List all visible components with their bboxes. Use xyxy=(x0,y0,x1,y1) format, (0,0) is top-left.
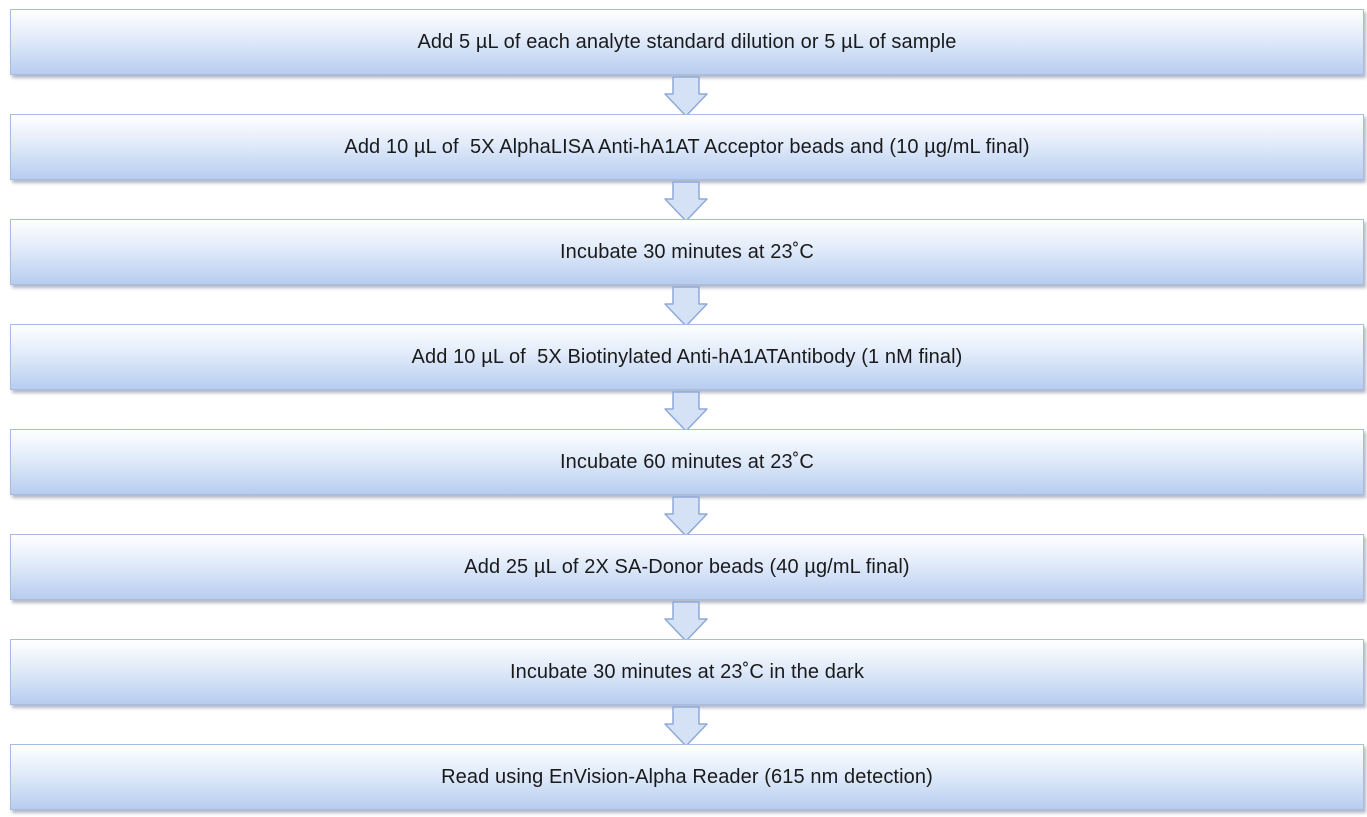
step-label-8: Read using EnVision-Alpha Reader (615 nm… xyxy=(441,765,933,788)
step-box-1: Add 5 µL of each analyte standard diluti… xyxy=(10,9,1364,75)
down-arrow-icon-4 xyxy=(664,391,708,432)
down-arrow-icon-5 xyxy=(664,496,708,537)
down-arrow-icon-3 xyxy=(664,286,708,327)
step-box-6: Add 25 µL of 2X SA-Donor beads (40 µg/mL… xyxy=(10,534,1364,600)
step-label-5: Incubate 60 minutes at 23˚C xyxy=(560,450,814,473)
step-label-4: Add 10 µL of 5X Biotinylated Anti-hA1ATA… xyxy=(411,345,963,368)
step-box-2: Add 10 µL of 5X AlphaLISA Anti-hA1AT Acc… xyxy=(10,114,1364,180)
down-arrow-icon-7 xyxy=(664,706,708,747)
step-box-3: Incubate 30 minutes at 23˚C xyxy=(10,219,1364,285)
step-label-2: Add 10 µL of 5X AlphaLISA Anti-hA1AT Acc… xyxy=(344,135,1030,158)
step-label-6: Add 25 µL of 2X SA-Donor beads (40 µg/mL… xyxy=(464,555,910,578)
step-label-1: Add 5 µL of each analyte standard diluti… xyxy=(417,30,957,53)
down-arrow-icon-2 xyxy=(664,181,708,222)
step-box-4: Add 10 µL of 5X Biotinylated Anti-hA1ATA… xyxy=(10,324,1364,390)
step-box-8: Read using EnVision-Alpha Reader (615 nm… xyxy=(10,744,1364,810)
down-arrow-icon-6 xyxy=(664,601,708,642)
step-label-3: Incubate 30 minutes at 23˚C xyxy=(560,240,814,263)
step-box-5: Incubate 60 minutes at 23˚C xyxy=(10,429,1364,495)
step-box-7: Incubate 30 minutes at 23˚C in the dark xyxy=(10,639,1364,705)
down-arrow-icon-1 xyxy=(664,76,708,117)
step-label-7: Incubate 30 minutes at 23˚C in the dark xyxy=(509,660,865,683)
